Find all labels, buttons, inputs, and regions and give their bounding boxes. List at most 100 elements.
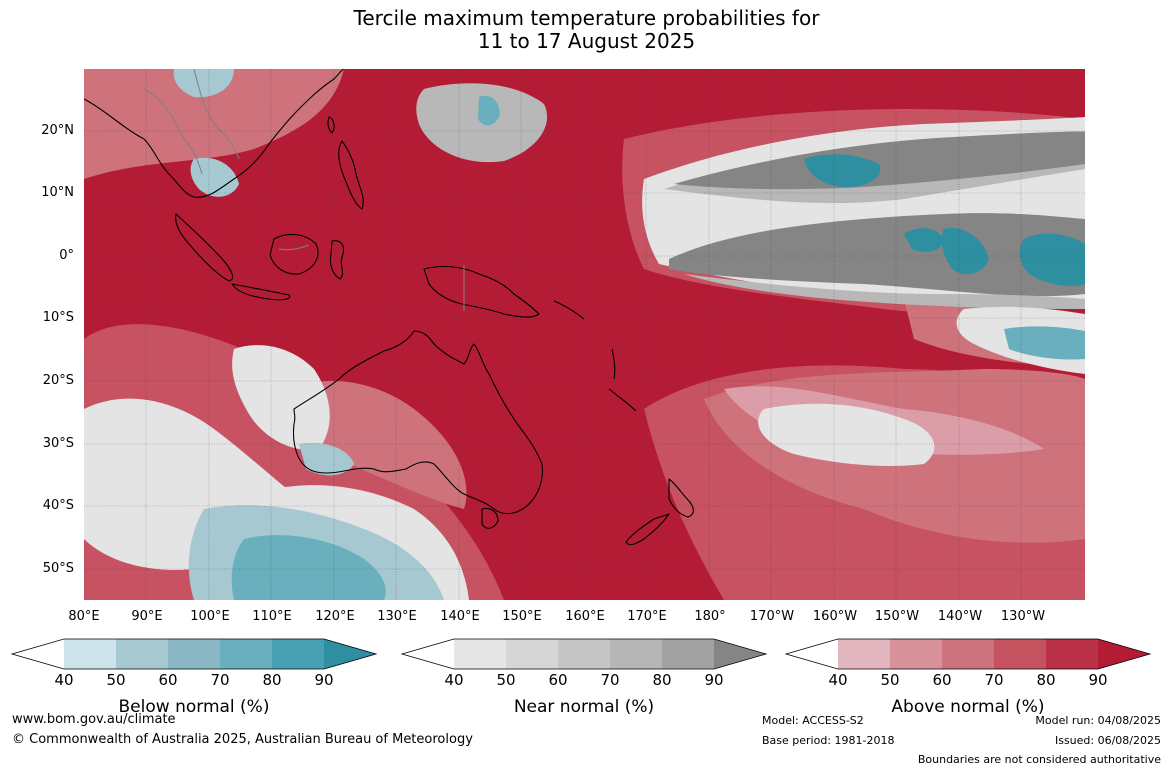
east-subtropic-blue xyxy=(1004,326,1085,360)
above-normal-colorbar xyxy=(784,638,1152,672)
equatorial-blue-1 xyxy=(904,228,944,252)
below-bin-50-60 xyxy=(116,639,168,669)
issued-date: Issued: 06/08/2025 xyxy=(1054,734,1161,747)
north-pacific-blue xyxy=(804,154,881,188)
new-zealand-south-island xyxy=(625,513,670,546)
south-australia-blue xyxy=(299,442,354,476)
model-name: Model: ACCESS-S2 xyxy=(762,714,864,727)
equatorial-grey-edge xyxy=(684,274,1085,309)
taiwan-coastline xyxy=(327,116,335,134)
philippines-coastline xyxy=(338,140,364,210)
west-australia-grey xyxy=(232,345,330,450)
north-pacific-grey-dark xyxy=(674,131,1085,190)
lon-label: 160°W xyxy=(812,609,858,624)
below-normal-colorbar xyxy=(10,638,378,672)
base-period: Base period: 1981-2018 xyxy=(762,734,895,747)
new-guinea-coastline xyxy=(423,265,540,318)
below-tick: 80 xyxy=(262,671,282,689)
lat-label: 20°N xyxy=(41,123,74,138)
lon-label: 180° xyxy=(694,609,726,624)
new-caledonia xyxy=(608,388,637,412)
above-bin-60-70 xyxy=(942,639,994,669)
above-bin-70-80 xyxy=(994,639,1046,669)
near-tick: 80 xyxy=(652,671,672,689)
below-bin-lt40 xyxy=(12,639,64,669)
lon-label: 130°E xyxy=(377,609,417,624)
australia-coastline xyxy=(292,330,543,515)
above-bin-40-50 xyxy=(838,639,890,669)
near-bin-50-60 xyxy=(506,639,558,669)
new-zealand-north-island xyxy=(668,478,694,518)
sulawesi-coastline xyxy=(329,240,345,280)
southern-ocean-blue-mid xyxy=(231,535,386,600)
below-bin-60-70 xyxy=(168,639,220,669)
coastlines xyxy=(84,69,694,546)
above-bin-50-60 xyxy=(890,639,942,669)
country-borders xyxy=(143,69,465,311)
below-bin-gt90 xyxy=(324,639,376,669)
above-tick: 90 xyxy=(1088,671,1108,689)
model-run-date: Model run: 04/08/2025 xyxy=(1035,714,1161,727)
below-normal-label: Below normal (%) xyxy=(118,697,270,717)
lon-label: 130°W xyxy=(1000,609,1046,624)
below-tick: 90 xyxy=(314,671,334,689)
lon-label: 150°E xyxy=(502,609,542,624)
above-tick: 70 xyxy=(984,671,1004,689)
lon-label: 170°W xyxy=(749,609,795,624)
near-bin-70-80 xyxy=(610,639,662,669)
below-tick: 50 xyxy=(106,671,126,689)
near-colorbar-outline xyxy=(400,638,768,670)
lat-label: 40°S xyxy=(42,498,74,513)
east-pale-grey xyxy=(758,403,935,466)
philippine-sea-blue xyxy=(478,95,500,126)
below-colorbar-outline xyxy=(10,638,378,670)
equatorial-blue-3 xyxy=(1019,233,1085,286)
lat-label: 20°S xyxy=(42,373,74,388)
above-tick: 50 xyxy=(880,671,900,689)
above-tick: 40 xyxy=(828,671,848,689)
borneo-coastline xyxy=(269,233,319,275)
probability-map xyxy=(84,69,1085,600)
lon-label: 110°E xyxy=(252,609,292,624)
map-canvas xyxy=(84,69,1085,600)
near-bin-80-90 xyxy=(662,639,714,669)
near-colorbar-graphic xyxy=(400,638,768,670)
lon-label: 140°E xyxy=(440,609,480,624)
near-normal-label: Near normal (%) xyxy=(513,697,655,717)
website-link[interactable]: www.bom.gov.au/climate xyxy=(12,712,176,727)
above-bin-80-90 xyxy=(1046,639,1098,669)
borneo-border xyxy=(278,244,310,251)
lon-label: 90°E xyxy=(131,609,163,624)
equatorial-blue-2 xyxy=(941,228,989,275)
lon-label: 170°E xyxy=(627,609,667,624)
indochina-borders xyxy=(143,88,203,175)
below-normal-shading xyxy=(173,69,1085,600)
northwest-blue xyxy=(173,69,234,98)
lat-label: 10°N xyxy=(41,185,74,200)
vanuatu-islands xyxy=(611,348,616,380)
above-bin-gt90 xyxy=(1098,639,1150,669)
lon-label: 120°E xyxy=(315,609,355,624)
graticule xyxy=(84,69,1085,600)
lon-label: 140°W xyxy=(937,609,983,624)
above-normal-label: Above normal (%) xyxy=(891,697,1045,717)
near-tick: 60 xyxy=(548,671,568,689)
near-bin-lt40 xyxy=(402,639,454,669)
above-tick: 60 xyxy=(932,671,952,689)
near-normal-colorbar xyxy=(400,638,768,672)
indochina-blue xyxy=(190,157,239,197)
lon-label: 100°E xyxy=(190,609,230,624)
above-colorbar-outline xyxy=(784,638,1152,670)
near-bin-40-50 xyxy=(454,639,506,669)
map-title-line1: Tercile maximum temperature probabilitie… xyxy=(353,6,820,30)
below-colorbar-graphic xyxy=(10,638,378,670)
lat-label: 0° xyxy=(59,248,74,263)
boundary-disclaimer: Boundaries are not considered authoritat… xyxy=(917,753,1161,766)
above-colorbar-graphic xyxy=(784,638,1152,670)
above-tick: 80 xyxy=(1036,671,1056,689)
below-tick: 40 xyxy=(54,671,74,689)
near-tick: 50 xyxy=(496,671,516,689)
below-bin-80-90 xyxy=(272,639,324,669)
near-tick: 70 xyxy=(600,671,620,689)
below-tick: 70 xyxy=(210,671,230,689)
